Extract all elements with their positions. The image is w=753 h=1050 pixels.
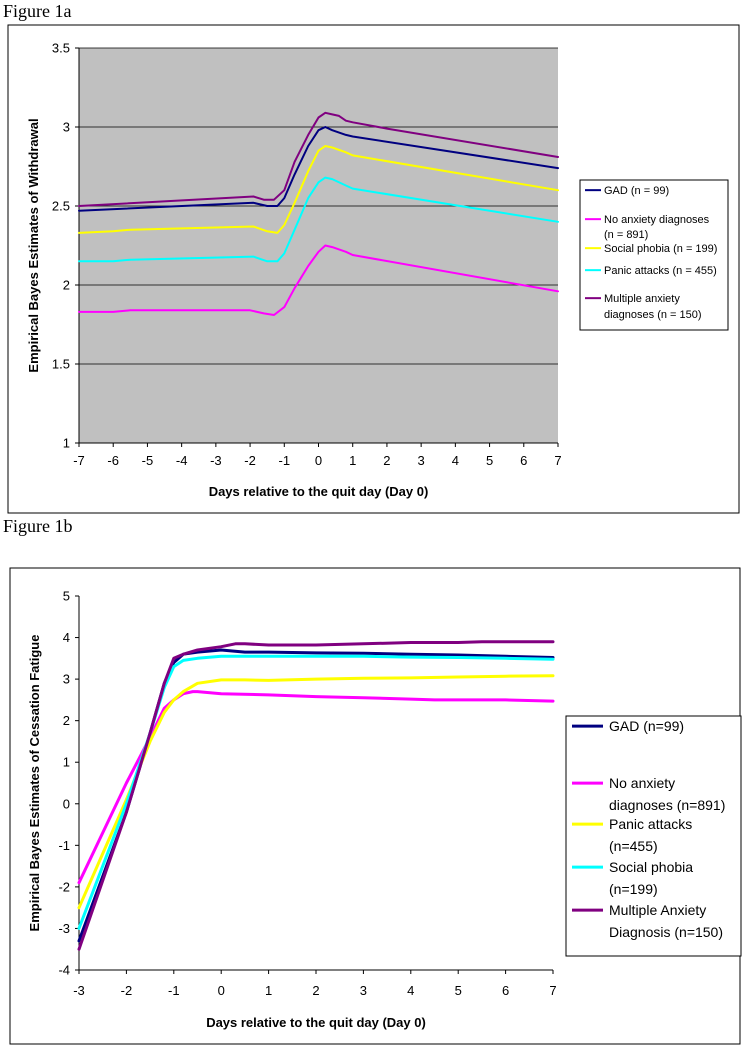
x-tick-label: 5: [455, 983, 462, 998]
y-tick-label: 3: [63, 120, 70, 135]
legend: GAD (n = 99) No anxiety diagnoses (n = 891…: [579, 179, 729, 331]
y-tick-label: 1: [63, 436, 70, 451]
legend-label: (n=199): [609, 881, 658, 897]
series-line-2: [78, 244, 559, 316]
x-tick-label: 0: [218, 983, 225, 998]
figure-1b-label: Figure 1b: [3, 516, 73, 536]
y-tick-label: -3: [58, 921, 70, 936]
y-tick-label: 3.5: [52, 41, 70, 56]
x-tick-label: -3: [73, 983, 85, 998]
x-tick-label: 6: [502, 983, 509, 998]
x-tick-label: 4: [452, 453, 459, 468]
y-tick-label: 1.5: [52, 357, 70, 372]
x-axis-title: Days relative to the quit day (Day 0): [209, 484, 429, 499]
y-tick-label: -4: [58, 963, 70, 978]
legend-label: (n=455): [609, 838, 658, 854]
x-tick-label: 5: [486, 453, 493, 468]
legend-label: Panic attacks: [609, 816, 692, 832]
series-line-3: [77, 674, 555, 910]
x-tick-label: 4: [407, 983, 414, 998]
y-tick-label: 3: [63, 672, 70, 687]
x-tick-label: 1: [265, 983, 272, 998]
x-tick-label: 2: [312, 983, 319, 998]
legend-box: [565, 715, 742, 957]
legend: GAD (n=99) No anxiety diagnoses (n=891) Pan…: [565, 715, 742, 957]
legend-label: diagnoses (n = 150): [604, 309, 702, 321]
y-axis-title: Empirical Bayes Estimates of Cessation F…: [27, 635, 42, 932]
series-line-4: [78, 176, 559, 263]
x-tick-label: -1: [168, 983, 180, 998]
legend-label: diagnoses (n=891): [609, 797, 725, 813]
y-tick-label: 2: [63, 278, 70, 293]
x-tick-label: 0: [315, 453, 322, 468]
chart-frame: [7, 24, 740, 514]
x-tick-label: -3: [210, 453, 222, 468]
x-tick-label: -7: [73, 453, 85, 468]
y-tick-label: 2: [63, 713, 70, 728]
legend-label: Multiple Anxiety: [609, 902, 706, 918]
y-tick-label: 0: [63, 796, 70, 811]
y-tick-label: 1: [63, 755, 70, 770]
x-tick-label: 1: [349, 453, 356, 468]
legend-label: GAD (n = 99): [604, 185, 669, 197]
x-tick-label: 6: [520, 453, 527, 468]
x-tick-label: -2: [121, 983, 133, 998]
series-line-3: [78, 145, 559, 234]
y-axis-title: Empirical Bayes Estimates of Withdrawal: [26, 118, 41, 372]
legend-box: [579, 179, 729, 331]
x-axis-title: Days relative to the quit day (Day 0): [206, 1015, 426, 1030]
chart-1a: 1 1.5 2 2.5 3 3.5 -7 -6 -5 -4 -3 -2 -1 0 1 2 3 4 5 6 7 Days r…: [7, 24, 740, 514]
legend-label: Diagnosis (n=150): [609, 924, 723, 940]
series-line-5: [78, 111, 559, 207]
figure-1a-label: Figure 1a: [3, 1, 72, 21]
legend-label: (n = 891): [604, 229, 648, 241]
legend-label: GAD (n=99): [609, 718, 684, 734]
x-tick-label: 7: [549, 983, 556, 998]
y-tick-label: 4: [63, 630, 70, 645]
x-tick-label: 7: [554, 453, 561, 468]
y-tick-label: -2: [58, 879, 70, 894]
x-tick-label: 2: [383, 453, 390, 468]
legend-label: Social phobia (n = 199): [604, 243, 717, 255]
x-tick-label: 3: [360, 983, 367, 998]
legend-label: Panic attacks (n = 455): [604, 265, 717, 277]
legend-label: No anxiety: [609, 775, 675, 791]
y-tick-label: 5: [63, 589, 70, 604]
x-tick-label: -2: [244, 453, 256, 468]
x-tick-label: -6: [107, 453, 119, 468]
plot-area: [79, 48, 558, 443]
x-tick-label: -5: [142, 453, 154, 468]
x-tick-label: -1: [279, 453, 291, 468]
y-tick-label: -1: [58, 838, 70, 853]
series-line-2: [77, 690, 555, 885]
legend-label: Social phobia: [609, 859, 693, 875]
legend-label: Multiple anxiety: [604, 293, 680, 305]
series-line-5: [77, 640, 555, 951]
series-line-1: [78, 126, 559, 212]
x-tick-label: 3: [418, 453, 425, 468]
legend-label: No anxiety diagnoses: [604, 214, 710, 226]
y-tick-label: 2.5: [52, 199, 70, 214]
x-tick-label: -4: [176, 453, 188, 468]
